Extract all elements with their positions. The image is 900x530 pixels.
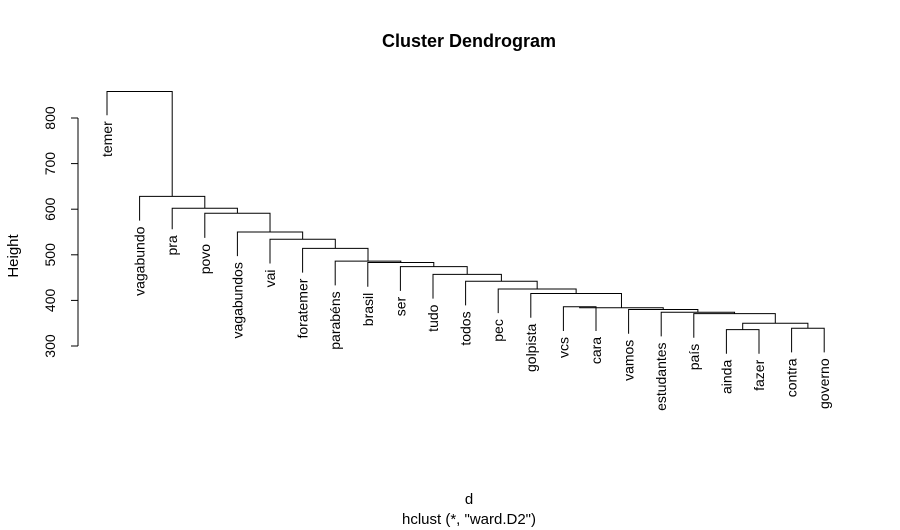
leaf-label: vagabundos — [229, 262, 245, 338]
leaf-label: governo — [816, 358, 832, 409]
leaf-label: temer — [99, 121, 115, 157]
leaf-label: vamos — [621, 340, 637, 381]
leaf-label: fazer — [751, 359, 767, 390]
leaf-label: parabéns — [327, 291, 343, 349]
chart-subtitle: hclust (*, "ward.D2") — [402, 511, 536, 528]
dendrogram-branch — [465, 280, 538, 306]
x-axis-title: d — [465, 491, 473, 508]
leaf-label: golpista — [523, 324, 539, 372]
leaf-labels: temer vagabundo pra povo vagabundos vai forate… — [99, 121, 832, 411]
dendrogram-branch — [106, 91, 173, 197]
leaf-label: vcs — [555, 337, 571, 358]
y-tick-label: 800 — [42, 106, 58, 130]
leaf-label: cara — [588, 337, 604, 364]
dendrogram-branch — [693, 313, 776, 338]
chart-title: Cluster Dendrogram — [382, 31, 556, 51]
leaf-label: ainda — [718, 360, 734, 394]
y-tick-label: 600 — [42, 197, 58, 221]
y-tick-label: 300 — [42, 334, 58, 358]
leaf-label: pra — [164, 235, 180, 255]
leaf-label: país — [686, 344, 702, 370]
dendrogram-branch — [660, 311, 736, 337]
dendrogram-branch — [530, 293, 622, 318]
dendrogram-branch — [725, 329, 760, 354]
dendrogram-tree — [106, 91, 825, 354]
dendrogram-branch — [791, 327, 825, 353]
dendrogram-branch — [562, 306, 597, 331]
dendrogram-branch — [432, 273, 502, 299]
leaf-label: vai — [262, 269, 278, 287]
leaf-label: brasil — [360, 293, 376, 326]
dendrogram-branch — [497, 288, 577, 314]
y-tick-label: 700 — [42, 152, 58, 176]
leaf-label: contra — [784, 358, 800, 397]
y-axis: 300 400 500 600 700 800 — [42, 106, 79, 358]
y-axis-title: Height — [5, 233, 22, 277]
leaf-label: vagabundo — [132, 226, 148, 296]
leaf-label: estudantes — [653, 342, 669, 411]
leaf-label: tudo — [425, 304, 441, 331]
y-tick-label: 500 — [42, 243, 58, 267]
dendrogram-branch — [628, 309, 699, 334]
dendrogram-branch — [399, 266, 468, 291]
leaf-label: foratemer — [295, 278, 311, 338]
leaf-label: pec — [490, 319, 506, 342]
leaf-label: todos — [458, 311, 474, 345]
y-tick-label: 400 — [42, 289, 58, 313]
leaf-label: povo — [197, 244, 213, 275]
leaf-label: ser — [392, 296, 408, 316]
